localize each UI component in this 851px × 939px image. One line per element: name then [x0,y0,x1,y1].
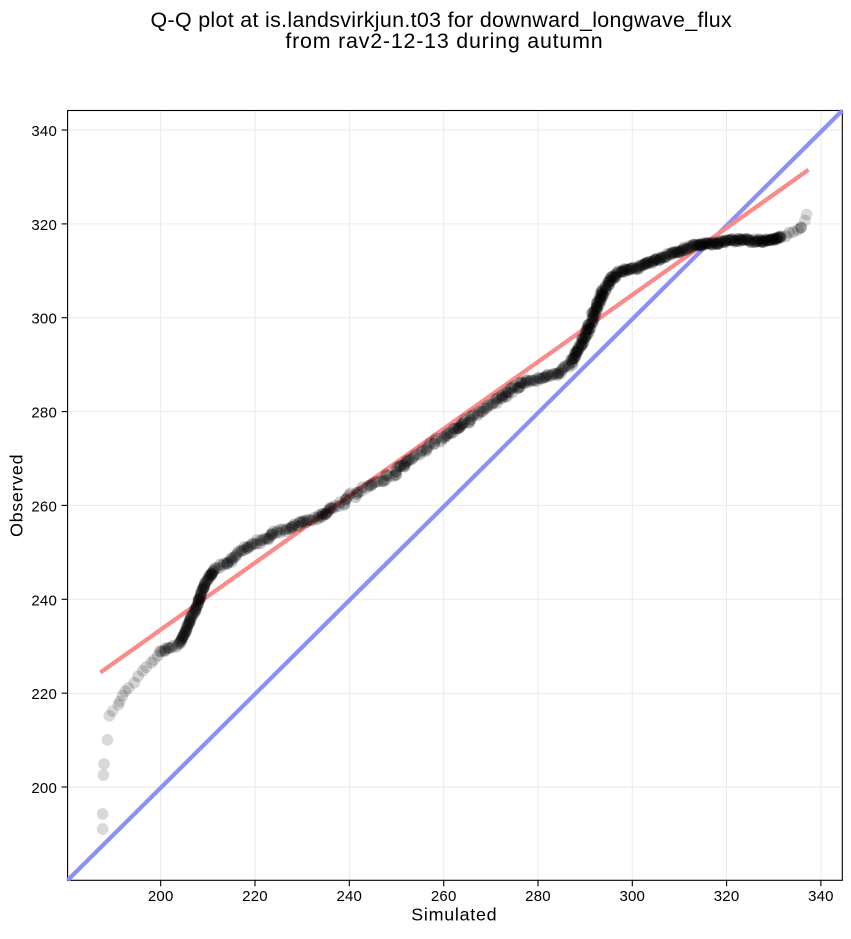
svg-text:300: 300 [31,311,57,328]
svg-text:220: 220 [242,888,268,905]
svg-text:340: 340 [808,888,834,905]
svg-text:320: 320 [714,888,740,905]
svg-text:280: 280 [31,405,57,422]
svg-text:from rav2-12-13 during autumn: from rav2-12-13 during autumn [285,29,603,53]
svg-text:320: 320 [31,217,57,234]
svg-text:340: 340 [31,123,57,140]
svg-text:280: 280 [525,888,551,905]
svg-text:Observed: Observed [6,454,26,537]
svg-text:220: 220 [31,686,57,703]
svg-text:260: 260 [31,498,57,515]
svg-text:260: 260 [431,888,457,905]
svg-text:Q-Q plot at is.landsvirkjun.t0: Q-Q plot at is.landsvirkjun.t03 for down… [151,8,733,32]
svg-text:Simulated: Simulated [411,905,497,925]
svg-text:240: 240 [336,888,362,905]
svg-text:200: 200 [148,888,174,905]
svg-text:300: 300 [619,888,645,905]
svg-text:200: 200 [31,780,57,797]
svg-text:240: 240 [31,592,57,609]
